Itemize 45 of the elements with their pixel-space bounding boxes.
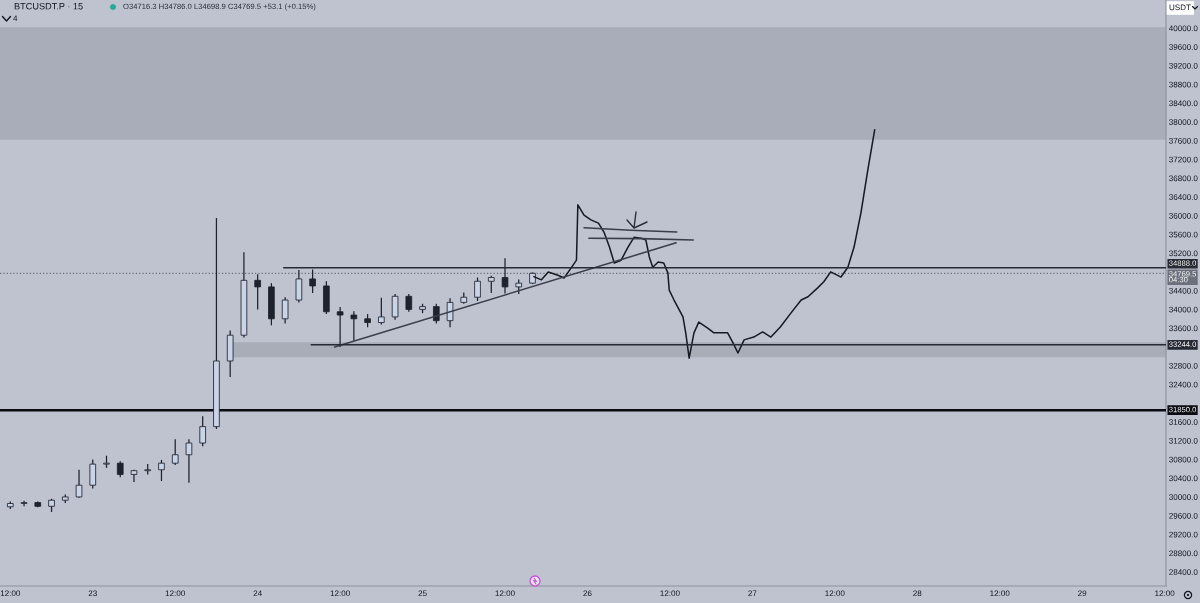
y-tick-label: 28800.0 xyxy=(1169,550,1198,557)
chart-title: BTCUSDT.P · 15 xyxy=(14,2,83,10)
y-tick-label: 38800.0 xyxy=(1169,81,1198,88)
x-tick-label: 27 xyxy=(748,590,757,596)
y-tick-label: 37200.0 xyxy=(1169,156,1198,163)
x-tick-label: 12:00 xyxy=(0,590,21,597)
y-tick-label: 32400.0 xyxy=(1169,381,1198,388)
y-tick-label: 38000.0 xyxy=(1169,119,1198,125)
y-tick-label: 28400.0 xyxy=(1169,569,1198,575)
y-tick-label: 39600.0 xyxy=(1169,44,1198,50)
x-tick-label: 29 xyxy=(1078,590,1087,597)
y-tick-label: 29600.0 xyxy=(1169,512,1198,519)
y-tick-label: 36400.0 xyxy=(1169,194,1198,200)
y-tick-label: 33600.0 xyxy=(1169,325,1198,332)
y-axis-title: USDT xyxy=(1169,4,1191,11)
x-tick-label: 25 xyxy=(418,590,427,597)
x-tick-label: 12:00 xyxy=(495,590,515,597)
y-tick-label: 36800.0 xyxy=(1169,175,1198,182)
x-tick-label: 26 xyxy=(583,590,592,597)
y-tick-label: 34000.0 xyxy=(1169,306,1198,313)
y-tick-label: 29200.0 xyxy=(1169,531,1198,538)
y-tick-label: 35600.0 xyxy=(1169,231,1198,238)
y-tick-label: 34400.0 xyxy=(1169,287,1198,294)
y-tick-label: 35200.0 xyxy=(1169,250,1198,257)
y-tick-label: 37600.0 xyxy=(1169,137,1198,144)
y-tick-label: 32800.0 xyxy=(1169,362,1198,369)
x-tick-label: 12:00 xyxy=(825,590,845,597)
y-tick-label: 31200.0 xyxy=(1169,437,1198,444)
y-tick-label: 30400.0 xyxy=(1169,475,1198,482)
y-tick-label: 36000.0 xyxy=(1169,212,1198,219)
x-tick-label: 12:00 xyxy=(990,590,1010,597)
y-tick-label: 30000.0 xyxy=(1169,494,1198,500)
x-tick-label: 12:00 xyxy=(330,590,350,597)
x-tick-label: 28 xyxy=(913,590,922,597)
x-tick-label: 12:00 xyxy=(165,590,185,597)
x-tick-label: 24 xyxy=(253,590,262,596)
y-tick-label: 40000.0 xyxy=(1168,25,1198,32)
y-tick-label: 30800.0 xyxy=(1169,456,1198,463)
y-tick-label: 31600.0 xyxy=(1169,419,1198,425)
annotation: 4 xyxy=(13,15,18,22)
x-tick-label: 12:00 xyxy=(1155,590,1175,597)
x-tick-label: 12:00 xyxy=(660,590,680,597)
y-tick-label: 39200.0 xyxy=(1169,62,1198,69)
x-tick-label: 23 xyxy=(88,590,97,597)
y-tick-label: 38400.0 xyxy=(1169,100,1198,107)
